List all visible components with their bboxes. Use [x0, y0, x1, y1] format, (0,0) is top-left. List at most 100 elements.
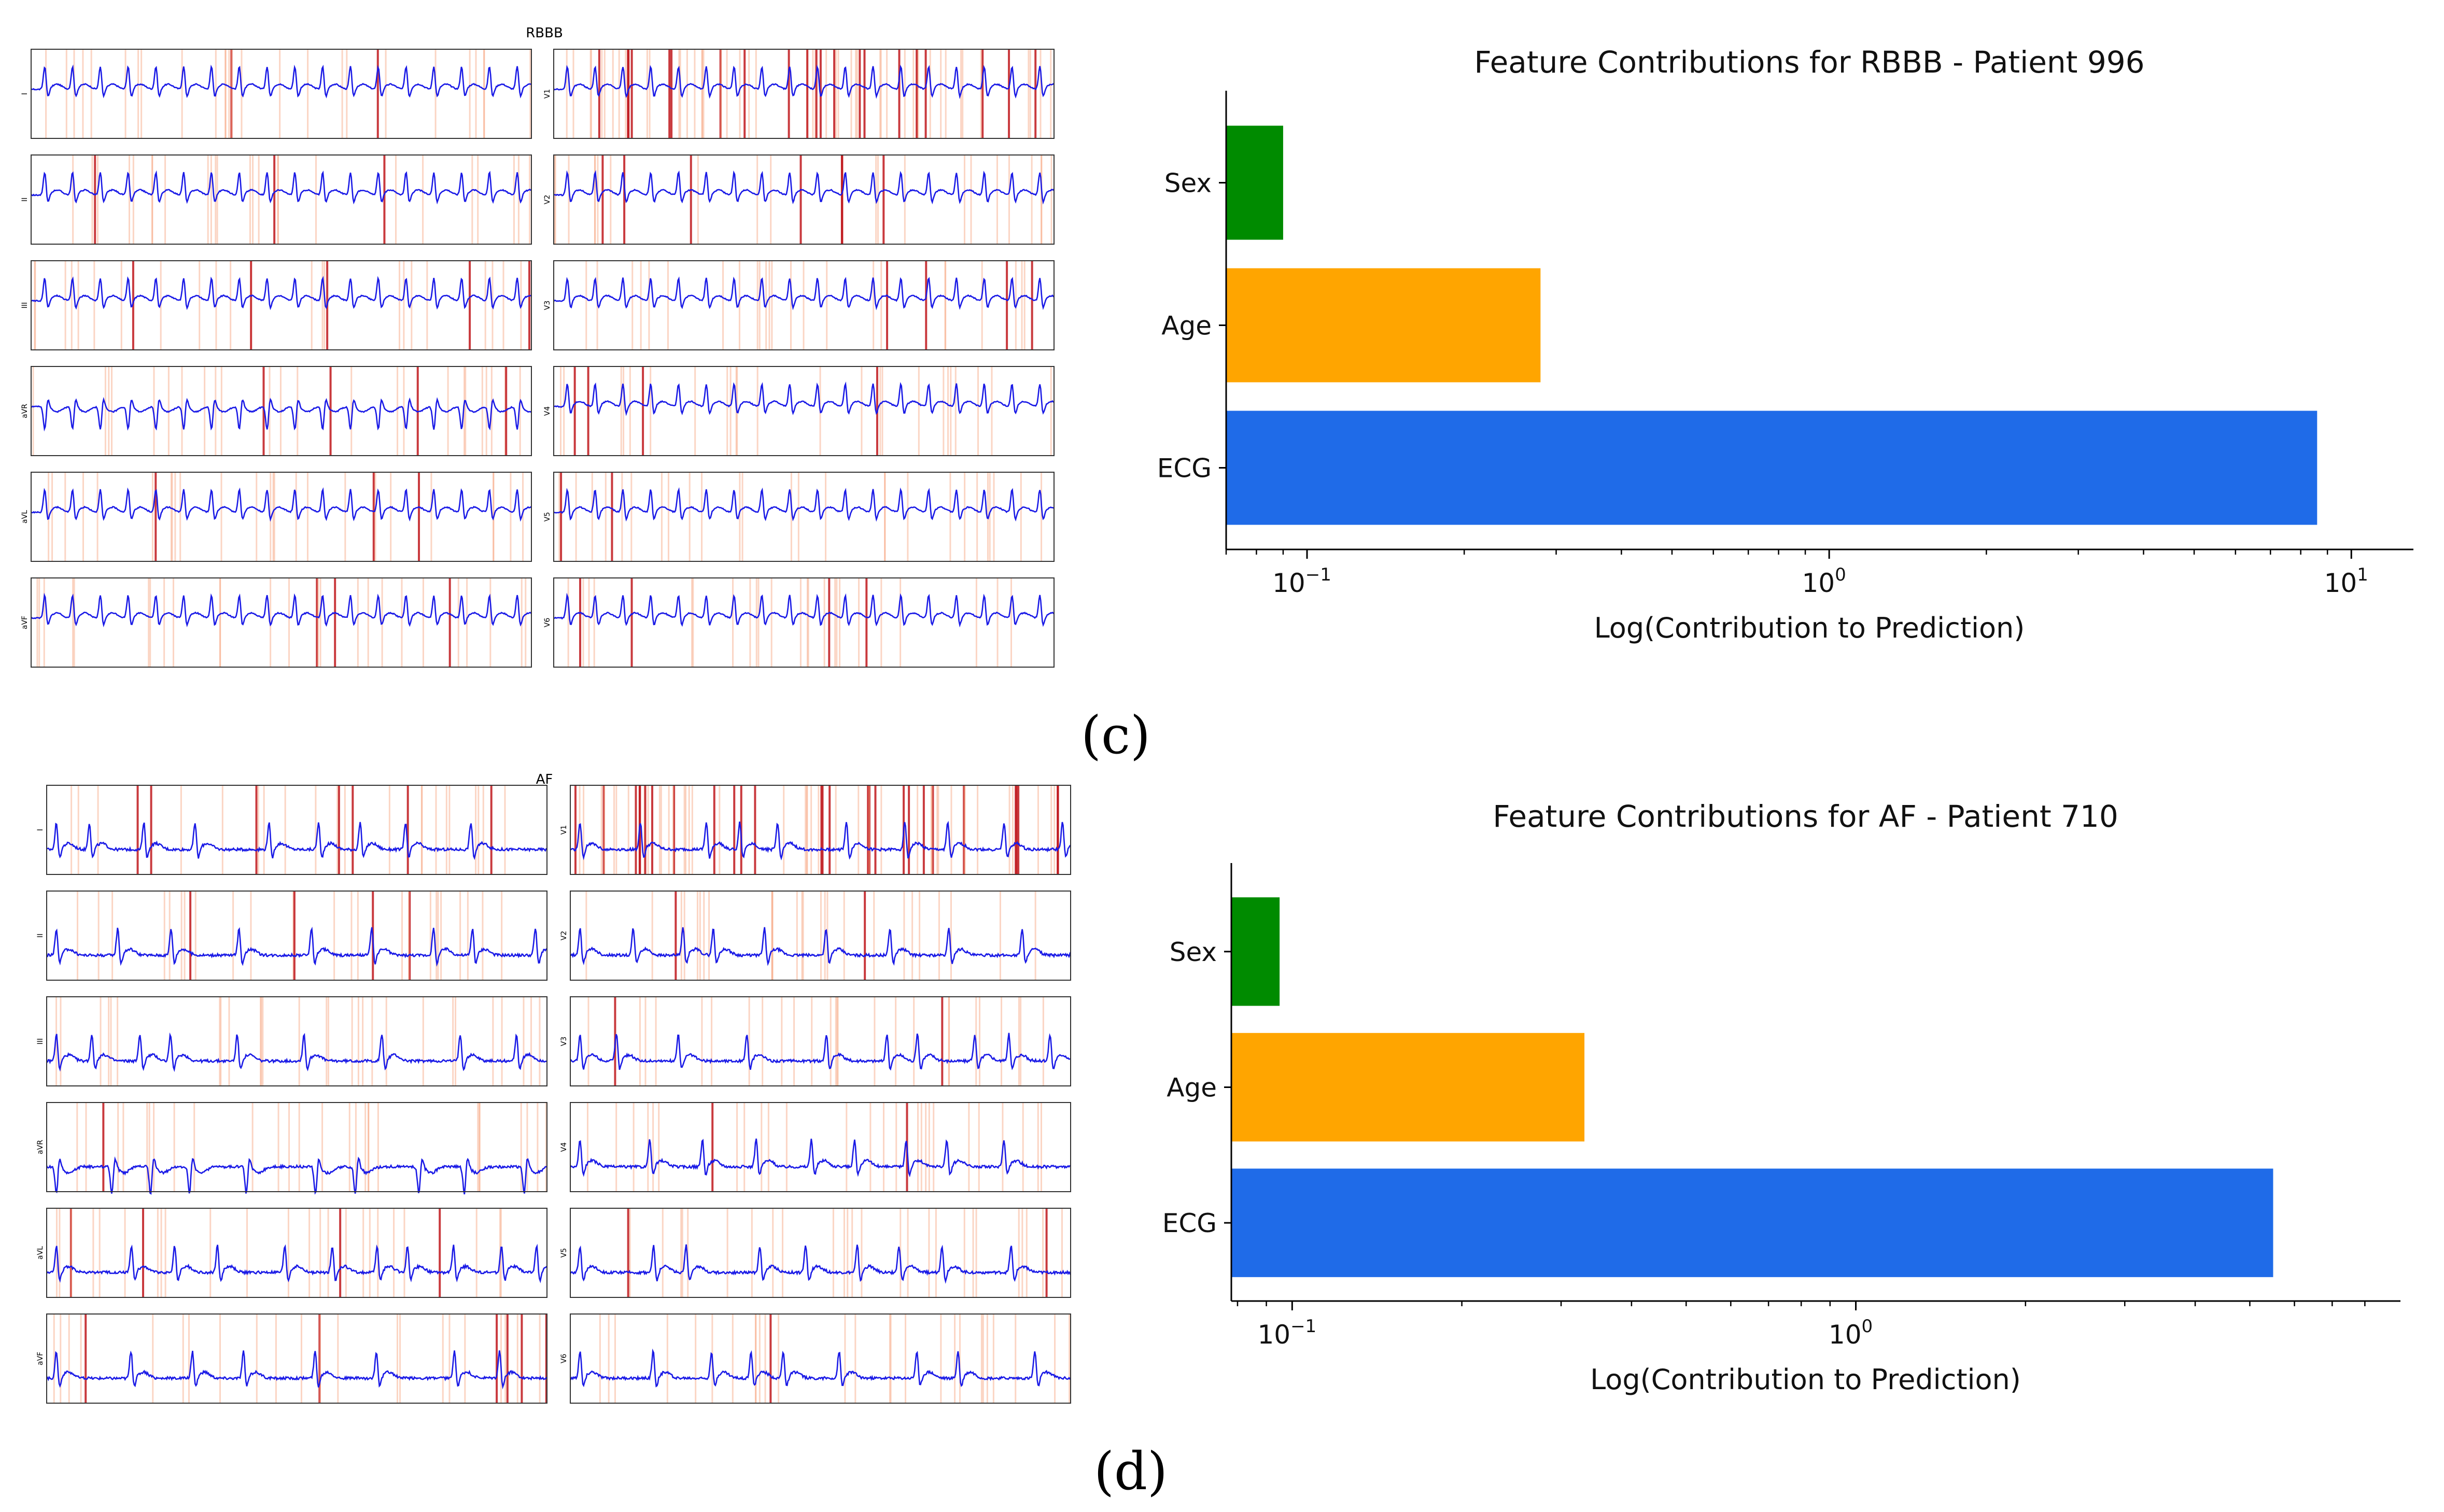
ecg-strip-background [554, 366, 1054, 456]
ecg-strip-background [31, 49, 531, 138]
ecg-strip-frame [570, 1208, 1071, 1298]
ecg-strip-background [31, 261, 531, 350]
ecg-trace [46, 1156, 547, 1195]
y-tick-label: ECG [1157, 454, 1212, 484]
ecg-strip-frame [570, 996, 1071, 1086]
chart-title: Feature Contributions for RBBB - Patient… [1474, 45, 2144, 80]
ecg-trace [31, 487, 532, 522]
ecg-strip-background [554, 578, 1054, 667]
ecg-lead-V2: V2 [543, 154, 1055, 245]
ecg-strip-frame [31, 260, 532, 350]
ecg-lead-V6: V6 [560, 1313, 1072, 1404]
ecg-lead-label: aVF [36, 1352, 45, 1365]
y-tick-label: Sex [1164, 168, 1212, 199]
ecg-trace [553, 381, 1055, 416]
ecg-lead-aVR: aVR [21, 366, 532, 456]
ecg-lead-V2: V2 [560, 891, 1072, 981]
ecg-trace [31, 276, 532, 310]
ecg-lead-I: I [36, 785, 547, 875]
bar-age [1226, 268, 1541, 383]
ecg-strip-background [47, 891, 547, 980]
ecg-lead-aVL: aVL [21, 472, 532, 562]
ecg-strip-background [31, 155, 531, 244]
x-tick-label: 10−1 [1257, 1316, 1316, 1350]
bar-sex [1226, 125, 1283, 240]
ecg-strip-frame [46, 1313, 547, 1404]
bar-ecg [1226, 411, 2317, 525]
ecg-strip-background [570, 997, 1071, 1086]
ecg-lead-label: aVF [21, 616, 29, 629]
ecg-strip-frame [46, 996, 547, 1086]
ecg-strip-frame [570, 1102, 1071, 1192]
y-tick-label: ECG [1162, 1208, 1217, 1238]
chart-title: Feature Contributions for AF - Patient 7… [1493, 799, 2118, 834]
ecg-lead-label: II [21, 197, 29, 202]
ecg-strip-frame [31, 366, 532, 456]
x-tick-label: 100 [1829, 1316, 1873, 1350]
ecg-strip-background [570, 1208, 1071, 1297]
ecg-lead-label: V4 [543, 406, 552, 416]
ecg-trace [570, 821, 1071, 860]
ecg-trace [46, 822, 547, 860]
ecg-lead-label: V2 [560, 931, 568, 940]
ecg-trace [570, 1033, 1071, 1071]
x-axis-label: Log(Contribution to Prediction) [1590, 1363, 2021, 1396]
ecg-lead-II: II [36, 891, 547, 981]
ecg-trace [553, 276, 1055, 310]
bar-chart-rbbb: Feature Contributions for RBBB - Patient… [1157, 45, 2413, 644]
bar-chart-af: Feature Contributions for AF - Patient 7… [1162, 799, 2400, 1396]
ecg-lead-V4: V4 [543, 366, 1055, 456]
ecg-lead-label: V5 [543, 512, 552, 521]
ecg-lead-V4: V4 [560, 1102, 1071, 1192]
ecg-trace [31, 170, 532, 205]
ecg-strip-frame [553, 472, 1055, 562]
ecg-lead-label: V4 [560, 1142, 568, 1152]
ecg-strip-background [31, 578, 531, 667]
bar-sex [1231, 897, 1280, 1006]
ecg-strip-background [47, 997, 547, 1086]
ecg-trace [570, 927, 1072, 966]
ecg-lead-V6: V6 [543, 577, 1055, 668]
ecg-strip-background [570, 1314, 1071, 1403]
ecg-strip-frame [46, 891, 547, 981]
ecg-lead-label: V3 [543, 301, 552, 310]
ecg-strip-frame [553, 260, 1055, 350]
ecg-lead-label: II [36, 934, 45, 938]
ecg-trace [553, 487, 1055, 522]
ecg-strip-frame [31, 49, 532, 139]
y-tick-label: Age [1167, 1073, 1217, 1103]
x-axis-label: Log(Contribution to Prediction) [1594, 612, 2025, 644]
ecg-lead-label: aVL [21, 510, 29, 524]
ecg-strip-background [47, 785, 547, 874]
ecg-strip-background [554, 261, 1054, 350]
ecg-trace [31, 64, 532, 98]
ecg-lead-III: III [21, 260, 532, 350]
panel-label-c: (c) [1081, 705, 1151, 766]
ecg-strip-background [47, 1208, 547, 1297]
ecg-lead-V3: V3 [560, 996, 1071, 1086]
ecg-trace [46, 926, 547, 967]
ecg-strip-background [554, 49, 1054, 138]
ecg-lead-V5: V5 [543, 472, 1055, 562]
ecg-strip-frame [553, 154, 1055, 245]
x-tick-label: 10−1 [1272, 564, 1331, 598]
ecg-trace [569, 1244, 1072, 1284]
ecg-strip-background [570, 891, 1071, 980]
ecg-trace [554, 170, 1055, 205]
ecg-lead-label: V6 [543, 618, 552, 628]
ecg-strip-frame [553, 49, 1055, 139]
ecg-lead-aVL: aVL [36, 1208, 547, 1298]
ecg-lead-label: I [36, 829, 45, 831]
ecg-trace [46, 1350, 548, 1390]
ecg-lead-label: V5 [560, 1248, 568, 1257]
ecg-trace [46, 1243, 547, 1283]
ecg-trace [569, 1138, 1071, 1178]
ecg-strip-frame [46, 1102, 547, 1192]
ecg-strip-background [31, 472, 531, 561]
ecg-strip-frame [31, 577, 532, 668]
ecg-lead-label: aVR [21, 404, 29, 418]
ecg-trace [569, 1348, 1072, 1388]
y-tick-label: Sex [1170, 937, 1217, 967]
